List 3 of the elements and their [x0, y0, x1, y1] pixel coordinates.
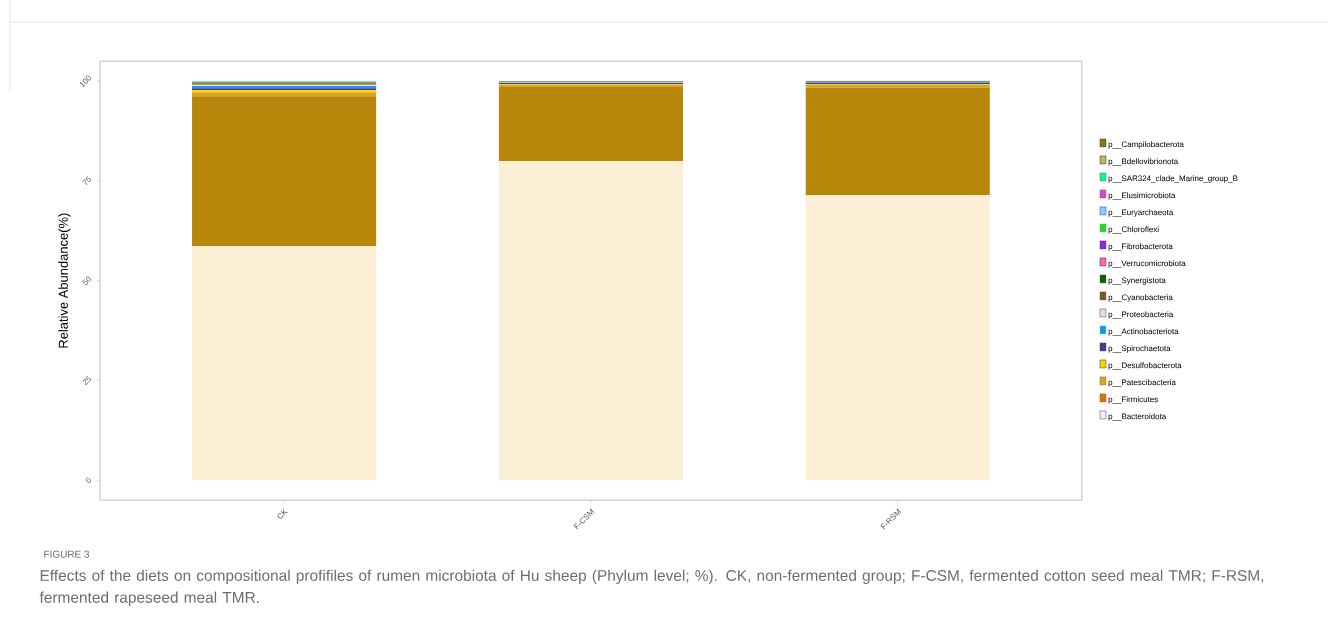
caption: FIGURE 3	[44, 550, 90, 558]
y-axis-title: Relative Abundance(%)	[58, 213, 71, 348]
text: Effects of the diets on compositional profifiles of rumen microbiota of Hu sheep (Phylum level; %). CK, non-fermented group; F-CSM, fermented cotton seed meal TMR; F-RSM, fermented rapeseed meal TMR.	[39, 569, 1264, 606]
